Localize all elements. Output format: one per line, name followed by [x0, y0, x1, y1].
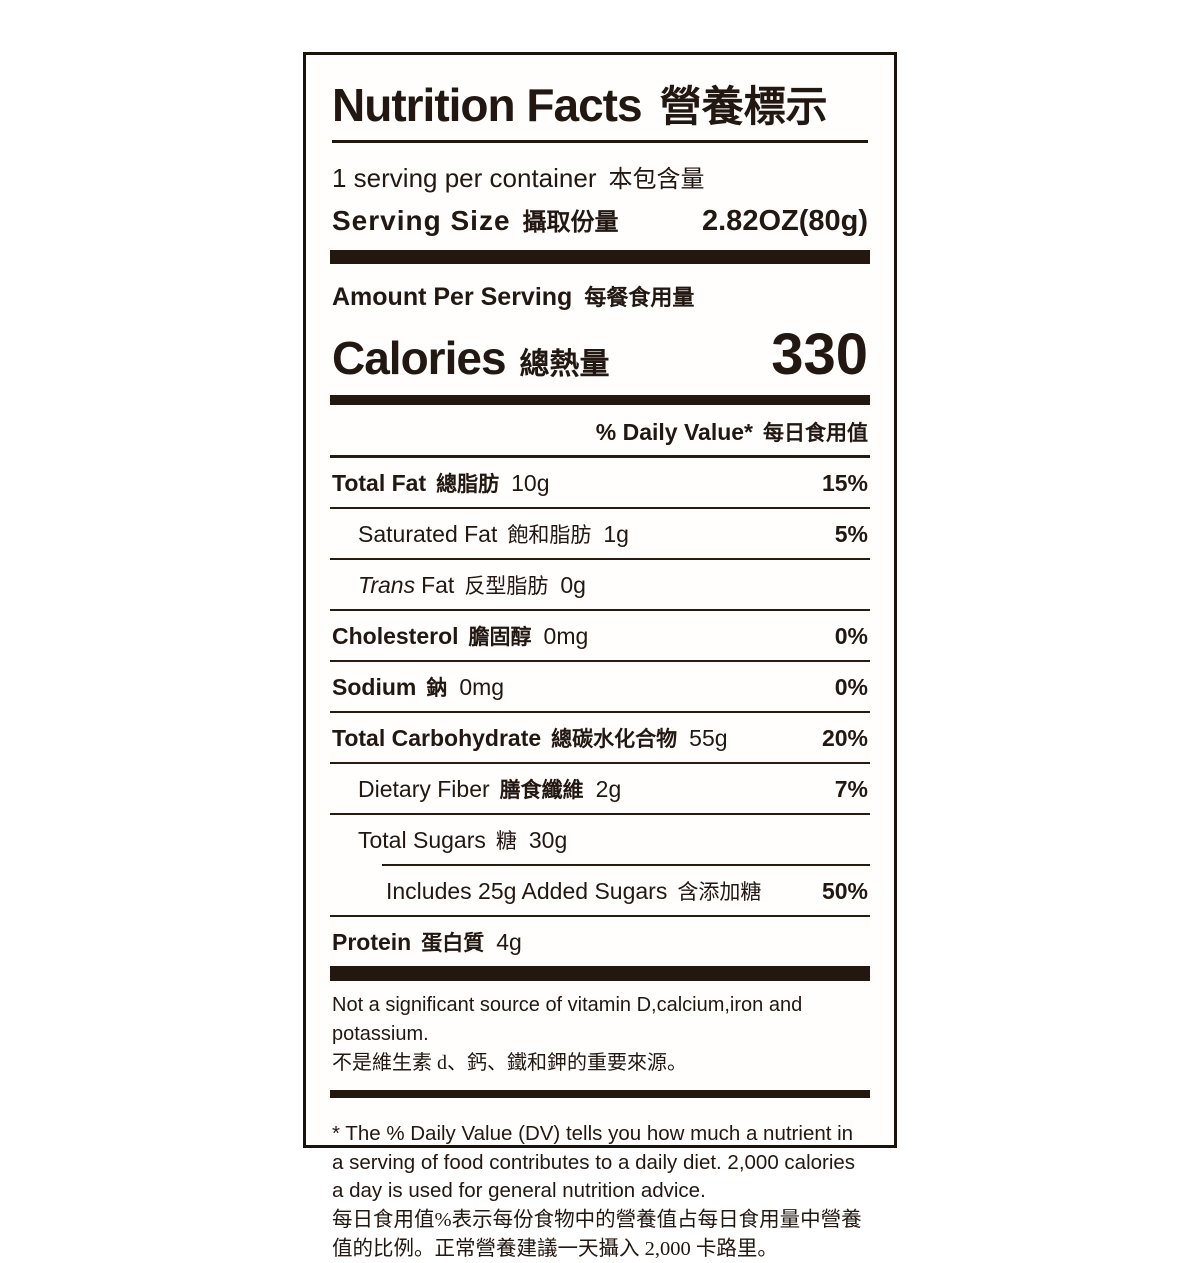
not-significant-chinese: 不是維生素 d、鈣、鐵和鉀的重要來源。: [332, 1052, 687, 1074]
nutrient-daily-value: 15%: [821, 470, 868, 496]
thick-separator-bar: [330, 250, 870, 264]
nutrient-amount: 2g: [595, 776, 622, 802]
daily-value-footnote: * The % Daily Value (DV) tells you how m…: [332, 1120, 868, 1263]
nutrient-amount: 1g: [603, 521, 629, 547]
daily-value-header-chinese: 每日食用值: [763, 422, 868, 445]
nutrient-amount: 4g: [496, 929, 522, 955]
row-rule: [330, 762, 870, 764]
nutrient-name: Total Sugars: [358, 827, 486, 853]
nutrient-name: Dietary Fiber: [358, 776, 490, 802]
thick-separator-bar: [330, 966, 870, 981]
nutrient-name-chinese: 糖: [495, 830, 517, 853]
servings-per-container: 1 serving per container 本包含量: [332, 159, 868, 194]
row-rule: [330, 507, 870, 509]
nutrient-row-added-sugars: Includes 25g Added Sugars 含添加糖 50%: [330, 866, 870, 915]
section-rule: [330, 455, 870, 458]
calories-english: Calories: [332, 332, 507, 384]
amount-per-serving-english: Amount Per Serving: [332, 283, 573, 311]
row-rule: [330, 915, 870, 917]
nutrient-daily-value: 20%: [821, 725, 868, 751]
amount-per-serving: Amount Per Serving 每餐食用量: [332, 280, 868, 312]
nutrient-name: Fat: [421, 572, 455, 598]
nutrient-row-protein: Protein 蛋白質 4g: [330, 917, 870, 966]
serving-size-english: Serving Size: [332, 205, 511, 236]
medium-separator-bar: [330, 395, 870, 405]
nutrient-name-chinese: 鈉: [426, 677, 448, 700]
title-chinese: 營養標示: [659, 83, 828, 130]
nutrient-row-dietary-fiber: Dietary Fiber 膳食纖維 2g 7%: [330, 764, 870, 813]
nutrient-name: Includes 25g Added Sugars: [386, 878, 668, 904]
title-rule: [332, 140, 868, 143]
nutrient-daily-value: 0%: [834, 623, 868, 649]
nutrient-amount: 0mg: [543, 623, 589, 649]
nutrient-daily-value: 7%: [834, 776, 868, 802]
serving-size-row: Serving Size 攝取份量 2.82OZ(80g): [332, 202, 868, 238]
nutrient-name-chinese: 膽固醇: [468, 626, 532, 649]
serving-size-value: 2.82OZ(80g): [702, 205, 868, 237]
nutrient-name: Protein: [332, 929, 412, 955]
nutrient-row-sodium: Sodium 鈉 0mg 0%: [330, 662, 870, 711]
nutrient-row-trans-fat: Trans Fat 反型脂肪 0g: [330, 560, 870, 609]
label-title: Nutrition Facts 營養標示: [330, 69, 870, 140]
not-significant-note: Not a significant source of vitamin D,ca…: [332, 991, 868, 1078]
row-rule: [330, 813, 870, 815]
amount-per-serving-chinese: 每餐食用量: [584, 285, 695, 310]
nutrient-daily-value: 50%: [821, 878, 868, 904]
nutrient-amount: 10g: [511, 470, 550, 496]
row-rule: [330, 660, 870, 662]
row-rule: [330, 609, 870, 611]
row-rule: [330, 558, 870, 560]
nutrient-amount: 55g: [689, 725, 728, 751]
nutrient-row-saturated-fat: Saturated Fat 飽和脂肪 1g 5%: [330, 509, 870, 558]
nutrient-name-chinese: 膳食纖維: [499, 779, 584, 802]
nutrient-name: Total Carbohydrate: [332, 725, 542, 751]
nutrient-row-total-sugars: Total Sugars 糖 30g: [330, 815, 870, 864]
nutrition-facts-label: Nutrition Facts 營養標示 1 serving per conta…: [303, 52, 897, 1260]
daily-value-header: % Daily Value* 每日食用值: [332, 417, 868, 447]
nutrient-name-italic: Trans: [358, 572, 416, 598]
serving-size-chinese: 攝取份量: [522, 209, 619, 236]
nutrient-amount: 0g: [560, 572, 586, 598]
nutrient-row-cholesterol: Cholesterol 膽固醇 0mg 0%: [330, 611, 870, 660]
servings-per-container-chinese: 本包含量: [608, 166, 705, 193]
not-significant-english: Not a significant source of vitamin D,ca…: [332, 994, 803, 1045]
footnote-chinese: 每日食用值%表示每份食物中的營養值占每日食用量中營養值的比例。正常營養建議一天攝…: [332, 1209, 862, 1260]
nutrient-name-chinese: 飽和脂肪: [507, 524, 592, 547]
calories-chinese: 總熱量: [519, 348, 610, 381]
nutrient-name: Total Fat: [332, 470, 427, 496]
small-separator-bar: [330, 1090, 870, 1098]
daily-value-header-english: % Daily Value*: [595, 419, 753, 445]
nutrient-name-chinese: 總脂肪: [436, 473, 500, 496]
nutrient-daily-value: 5%: [834, 521, 868, 547]
servings-per-container-english: 1 serving per container: [332, 163, 597, 193]
nutrient-daily-value: 0%: [834, 674, 868, 700]
calories-value: 330: [771, 322, 868, 387]
nutrient-name-chinese: 反型脂肪: [464, 575, 549, 598]
row-rule-indented: [382, 864, 870, 866]
nutrient-name: Cholesterol: [332, 623, 459, 649]
nutrient-amount: 30g: [528, 827, 568, 853]
footnote-english: * The % Daily Value (DV) tells you how m…: [332, 1122, 856, 1203]
nutrient-name-chinese: 蛋白質: [421, 932, 485, 955]
nutrient-name-chinese: 含添加糖: [677, 881, 762, 904]
nutrient-name: Saturated Fat: [358, 521, 498, 547]
nutrient-row-total-carbohydrate: Total Carbohydrate 總碳水化合物 55g 20%: [330, 713, 870, 762]
nutrient-name-chinese: 總碳水化合物: [551, 728, 678, 751]
calories-row: Calories 總熱量 330: [332, 326, 868, 385]
row-rule: [330, 711, 870, 713]
nutrient-row-total-fat: Total Fat 總脂肪 10g 15%: [330, 458, 870, 507]
nutrient-name: Sodium: [332, 674, 417, 700]
nutrient-amount: 0mg: [459, 674, 505, 700]
title-english: Nutrition Facts: [332, 79, 643, 131]
page-background: Nutrition Facts 營養標示 1 serving per conta…: [303, 52, 897, 1260]
